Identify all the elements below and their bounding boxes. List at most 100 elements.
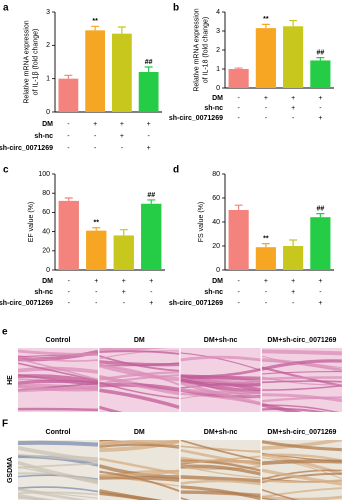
condition-sign: -	[237, 105, 240, 112]
condition-sign: -	[237, 289, 240, 296]
tissue-fiber	[99, 405, 123, 412]
condition-sign: +	[318, 278, 322, 285]
condition-sign: -	[68, 300, 71, 307]
error-bar	[234, 67, 243, 69]
condition-sign: -	[237, 115, 240, 122]
bar	[283, 246, 304, 270]
y-tick-label: 2	[216, 47, 220, 54]
column-label: DM+sh-circ_0071269	[267, 429, 336, 436]
y-axis-label: of IL-1β (fold change)	[32, 29, 39, 96]
column-label: Control	[46, 337, 71, 344]
tissue-fiber	[18, 466, 98, 485]
condition-sign: +	[147, 121, 151, 128]
y-tick-label: 3	[46, 9, 50, 16]
tissue-fiber	[180, 475, 261, 483]
bar	[310, 217, 331, 270]
condition-sign: -	[237, 95, 240, 102]
error-bar	[92, 227, 101, 231]
condition-sign: +	[147, 145, 151, 152]
tissue-fiber	[18, 453, 98, 463]
panel-letter: F	[2, 419, 8, 430]
tissue-fiber	[99, 470, 180, 492]
tissue-fiber	[99, 457, 180, 476]
panel-letter: b	[173, 3, 179, 14]
tissue-fiber	[18, 491, 98, 496]
y-axis-label: of IL-18 (fold change)	[202, 17, 209, 84]
tissue-fiber	[261, 402, 303, 412]
tissue-fiber	[18, 349, 98, 356]
condition-sign: -	[319, 105, 322, 112]
bar	[111, 33, 132, 112]
tissue-fiber	[18, 362, 98, 382]
tissue-fiber	[261, 371, 342, 375]
significance-mark: ##	[147, 192, 155, 199]
y-tick-label: 80	[42, 190, 50, 197]
tissue-fiber	[261, 385, 342, 391]
y-tick-label: 80	[212, 171, 220, 178]
condition-sign: -	[292, 300, 295, 307]
tissue-fiber	[180, 352, 261, 371]
y-tick-label: 0	[216, 267, 220, 274]
tissue-fiber	[261, 479, 342, 484]
significance-mark: ##	[316, 205, 324, 212]
tissue-fiber	[180, 490, 261, 498]
bar	[228, 210, 249, 270]
y-tick-label: 3	[216, 28, 220, 35]
tissue-fiber	[180, 465, 261, 479]
tissue-fiber	[261, 453, 342, 462]
condition-sign: -	[95, 300, 98, 307]
error-bar	[64, 74, 73, 79]
tissue-fiber	[180, 455, 261, 464]
tissue-fiber	[261, 459, 342, 466]
error-bar	[316, 57, 325, 61]
tissue-fiber	[99, 491, 163, 500]
error-bar	[91, 25, 100, 31]
tissue-fiber	[180, 388, 261, 395]
tissue-fiber	[18, 366, 98, 374]
condition-sign: -	[67, 133, 70, 140]
panel-letter: d	[173, 165, 179, 176]
tissue-fiber	[99, 355, 180, 372]
condition-sign: +	[120, 121, 124, 128]
error-bar	[289, 19, 298, 27]
tissue-fiber	[180, 479, 261, 486]
tissue-fiber	[18, 385, 98, 392]
panel-letter: e	[2, 327, 8, 338]
tissue-fiber	[180, 445, 261, 452]
tissue-fiber	[261, 407, 328, 412]
condition-sign: -	[265, 115, 268, 122]
error-bar	[144, 66, 153, 72]
tissue-fiber	[99, 370, 180, 381]
bar	[141, 203, 162, 270]
tissue-fiber	[261, 487, 342, 498]
tissue-fiber	[18, 488, 98, 499]
condition-label: sh-circ_0071269	[0, 145, 53, 152]
panel-letter: c	[3, 165, 9, 176]
error-bar	[147, 199, 156, 204]
condition-sign: -	[123, 300, 126, 307]
tissue-fiber	[261, 495, 342, 500]
y-axis-label: Relative mRNA expression	[193, 8, 200, 91]
tissue-fiber	[99, 388, 180, 410]
tissue-fiber	[99, 475, 180, 482]
condition-label: DM	[212, 278, 223, 285]
tissue-fiber	[18, 379, 98, 386]
error-bar	[117, 26, 126, 34]
tissue-fiber	[99, 381, 180, 400]
tissue-fiber	[261, 468, 342, 486]
condition-sign: -	[95, 289, 98, 296]
condition-label: sh-circ_0071269	[169, 115, 223, 122]
column-label: DM+sh-nc	[204, 337, 238, 344]
condition-sign: -	[292, 115, 295, 122]
tissue-fiber	[261, 376, 342, 386]
tissue-fiber	[18, 407, 98, 412]
tissue-fiber	[180, 440, 261, 462]
error-bar	[261, 243, 270, 248]
tissue-fiber	[18, 462, 98, 469]
tissue-fiber	[99, 360, 180, 367]
condition-sign: +	[120, 133, 124, 140]
condition-sign: -	[94, 145, 97, 152]
y-tick-label: 20	[212, 243, 220, 250]
condition-sign: -	[265, 300, 268, 307]
